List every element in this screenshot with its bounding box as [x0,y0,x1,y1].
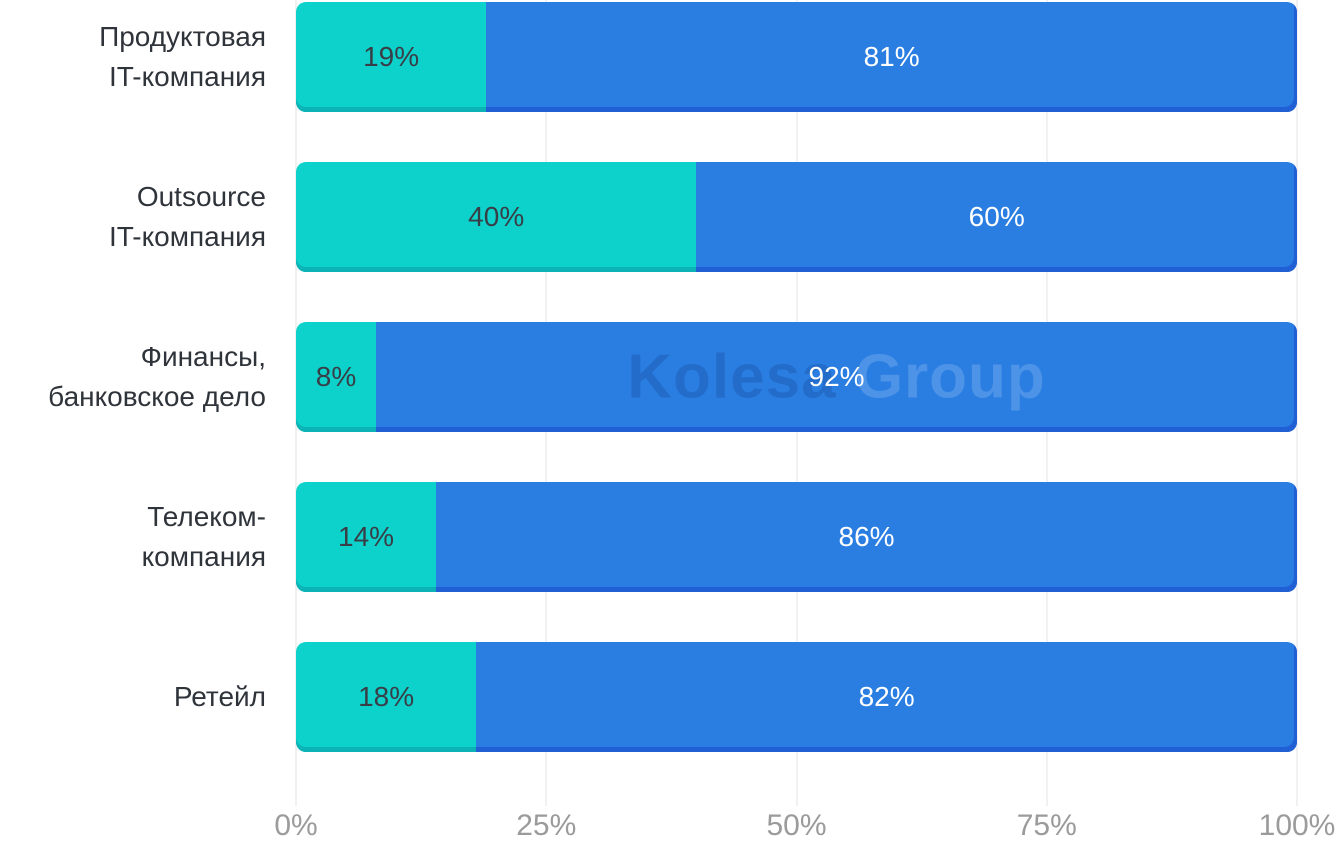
bar-segment-teal: 19% [296,2,487,112]
bar-segment-teal: 8% [296,322,377,432]
segment-value-label: 60% [968,201,1025,232]
bar-segment-teal: 40% [296,162,697,272]
bar-row-telecom: 14% 86% [296,482,1297,592]
segment-value-label: 40% [468,201,525,232]
category-label-line: банковское дело [48,381,266,412]
bar-segment-teal: 18% [296,642,477,752]
category-label-line: компания [141,541,266,572]
x-tick-75: 75% [1016,809,1077,842]
bar-row-product-it: 19% 81% [296,2,1297,112]
segment-value-label: 82% [858,681,915,712]
plot-area: 19% 81% 40% 60% 8% Kolesa Group 92% [274,0,1335,848]
category-label-line: IT-компания [108,221,266,252]
category-label-retail: Ретейл [0,677,266,717]
watermark-text-group: Group [836,342,1046,412]
category-label-outsource-it: Outsource IT-компания [0,177,266,257]
category-label-line: Финансы, [140,341,266,372]
bar-segment-blue: Kolesa Group 92% [376,322,1297,432]
bar-segment-blue: 86% [436,482,1297,592]
category-label-line: Outsource [136,181,266,212]
bar-segment-blue: 60% [696,162,1297,272]
segment-value-label: 81% [863,41,920,72]
segment-value-label: 18% [358,681,415,712]
x-tick-100: 100% [1258,809,1336,842]
segment-value-label: 14% [338,521,395,552]
bar-segment-blue: 81% [486,2,1297,112]
category-label-product-it: Продуктовая IT-компания [0,17,266,97]
bar-segment-blue: 82% [476,642,1297,752]
bar-segment-teal: 14% [296,482,437,592]
segment-value-label: 8% [315,361,357,392]
bar-row-outsource-it: 40% 60% [296,162,1297,272]
segment-value-label: 92% [808,361,865,392]
x-tick-50: 50% [766,809,827,842]
x-tick-25: 25% [516,809,577,842]
bar-row-finance-banking: 8% Kolesa Group 92% [296,322,1297,432]
segment-value-label: 86% [838,521,895,552]
segment-value-label: 19% [363,41,420,72]
category-label-finance-banking: Финансы, банковское дело [0,337,266,417]
category-label-line: Продуктовая [99,21,266,52]
watermark-text-kolesa: Kolesa [627,342,837,412]
category-label-line: Телеком- [147,501,266,532]
category-label-telecom: Телеком- компания [0,497,266,577]
bar-row-retail: 18% 82% [296,642,1297,752]
category-label-line: IT-компания [108,61,266,92]
category-label-line: Ретейл [173,681,266,712]
gridline-100 [1296,0,1298,806]
x-tick-0: 0% [274,809,318,842]
